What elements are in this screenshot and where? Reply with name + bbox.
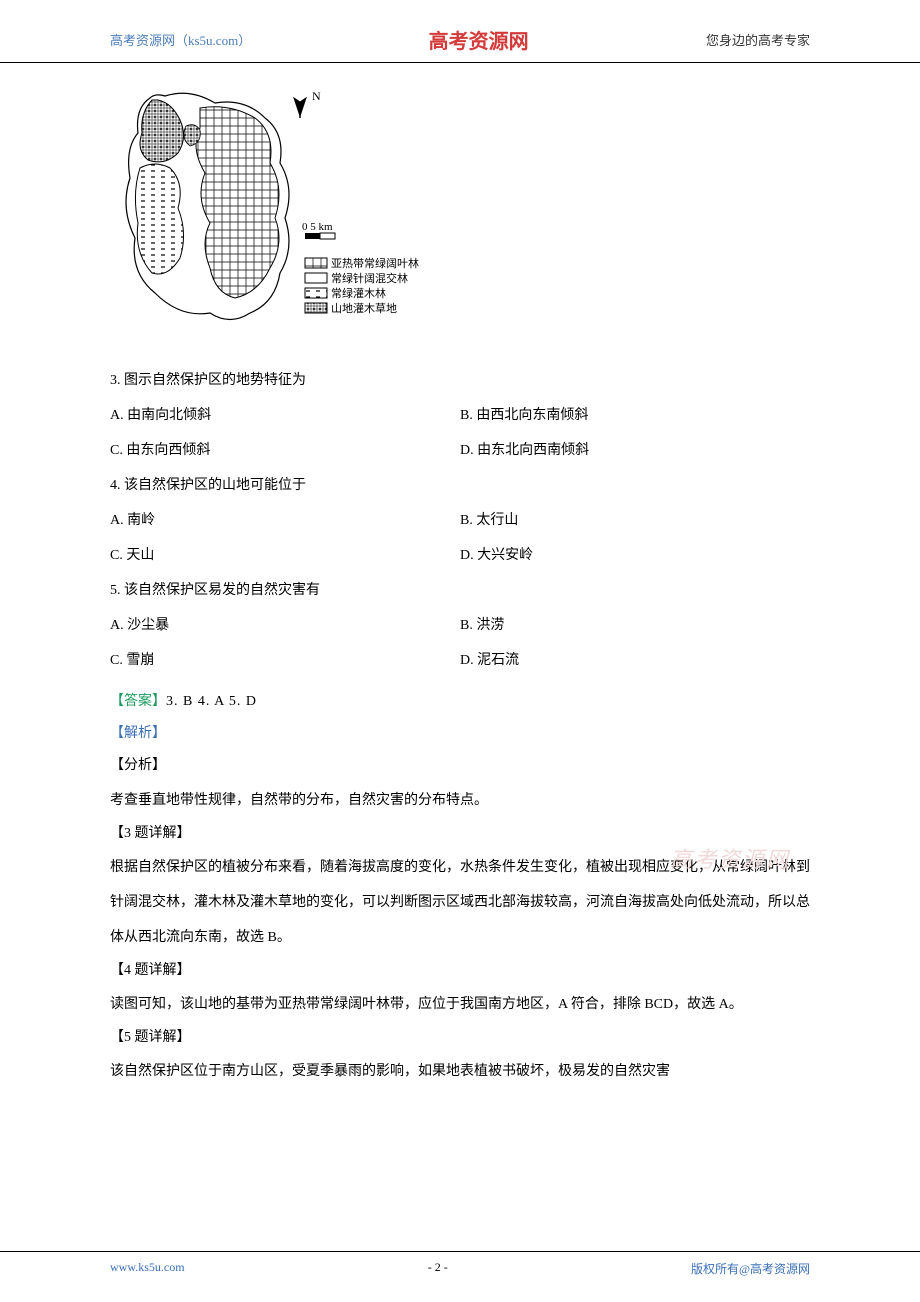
north-label: N [312,89,321,103]
option-text: 大兴安岭 [474,548,534,563]
map-figure: N 0 5 km 亚热带常绿阔叶林 常绿针阔混交林 [110,78,810,343]
fenxi-label: 【分析】 [110,750,810,782]
question-text: 图示自然保护区的地势特征为 [121,373,307,388]
answer-label: 【答案】 [110,694,166,709]
footer-copyright: 版权所有@高考资源网 [691,1260,810,1277]
option-text: 由东向西倾斜 [123,443,211,458]
question-text: 该自然保护区的山地可能位于 [121,478,307,493]
option-text: 南岭 [124,513,156,528]
nature-reserve-map: N 0 5 km 亚热带常绿阔叶林 常绿针阔混交林 [110,78,430,338]
option-key: D. [460,653,474,668]
analysis-label: 【解析】 [110,718,810,750]
question-text: 该自然保护区易发的自然灾害有 [121,583,321,598]
option-key: B. [460,513,473,528]
question-5: 5. 该自然保护区易发的自然灾害有 [110,573,810,608]
question-num: 5. [110,583,121,598]
option-text: 太行山 [473,513,519,528]
option-text: 由西北向东南倾斜 [473,408,589,423]
option-key: A. [110,513,124,528]
header-center-logo: 高考资源网 [429,25,529,54]
watermark: 高考资源网 [670,842,790,874]
question-5-options-row1: A. 沙尘暴 B. 洪涝 [110,608,810,643]
question-3-options-row2: C. 由东向西倾斜 D. 由东北向西南倾斜 [110,433,810,468]
question-num: 3. [110,373,121,388]
page-header: 高考资源网（ks5u.com） 高考资源网 您身边的高考专家 [0,0,920,63]
legend-item-4: 山地灌木草地 [331,302,397,315]
option-text: 天山 [123,548,155,563]
option-text: 洪涝 [473,618,505,633]
option-key: B. [460,408,473,423]
legend-item-3: 常绿灌木林 [331,286,386,300]
option-text: 泥石流 [474,653,520,668]
option-text: 雪崩 [123,653,155,668]
fenxi-text: 考查垂直地带性规律，自然带的分布，自然灾害的分布特点。 [110,783,810,818]
legend-item-2: 常绿针阔混交林 [331,271,408,285]
option-key: C. [110,653,123,668]
option-key: B. [460,618,473,633]
answer-text: 3. B 4. A 5. D [166,694,257,709]
option-key: C. [110,443,123,458]
question-3: 3. 图示自然保护区的地势特征为 [110,363,810,398]
header-left-text: 高考资源网（ks5u.com） [110,30,251,49]
page-content: N 0 5 km 亚热带常绿阔叶林 常绿针阔混交林 [0,78,920,1089]
option-key: D. [460,443,474,458]
question-num: 4. [110,478,121,493]
legend-item-1: 亚热带常绿阔叶林 [331,256,419,270]
option-text: 由东北向西南倾斜 [474,443,590,458]
detail-5-text: 该自然保护区位于南方山区，受夏季暴雨的影响，如果地表植被书破坏，极易发的自然灾害 [110,1054,810,1089]
question-4: 4. 该自然保护区的山地可能位于 [110,468,810,503]
header-right-text: 您身边的高考专家 [706,30,810,49]
page-footer: www.ks5u.com - 2 - 版权所有@高考资源网 [0,1251,920,1277]
option-text: 沙尘暴 [124,618,170,633]
detail-4-text: 读图可知，该山地的基带为亚热带常绿阔叶林带，应位于我国南方地区，A 符合，排除 … [110,987,810,1022]
footer-page-number: - 2 - [428,1260,448,1275]
scale-label: 0 5 km [302,221,333,233]
footer-url: www.ks5u.com [110,1260,185,1275]
question-4-options-row1: A. 南岭 B. 太行山 [110,503,810,538]
question-4-options-row2: C. 天山 D. 大兴安岭 [110,538,810,573]
option-key: A. [110,618,124,633]
question-3-options-row1: A. 由南向北倾斜 B. 由西北向东南倾斜 [110,398,810,433]
option-key: D. [460,548,474,563]
detail-4-label: 【4 题详解】 [110,955,810,987]
detail-5-label: 【5 题详解】 [110,1022,810,1054]
option-key: A. [110,408,124,423]
answer-line: 【答案】3. B 4. A 5. D [110,686,810,718]
question-5-options-row2: C. 雪崩 D. 泥石流 [110,643,810,678]
option-text: 由南向北倾斜 [124,408,212,423]
option-key: C. [110,548,123,563]
